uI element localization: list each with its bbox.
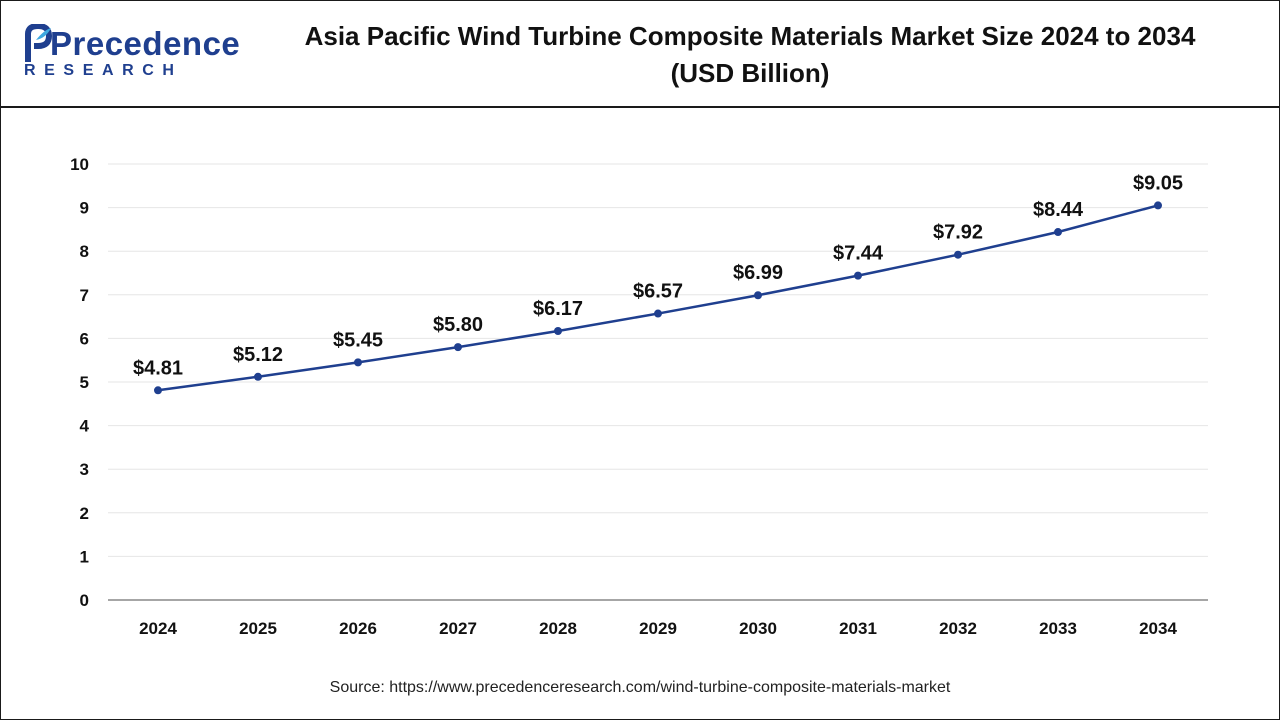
x-tick-label: 2028 bbox=[539, 619, 577, 638]
data-point bbox=[354, 358, 362, 367]
x-tick-label: 2031 bbox=[839, 619, 877, 638]
data-point bbox=[554, 326, 562, 335]
data-point bbox=[954, 250, 962, 259]
y-tick-label: 10 bbox=[70, 155, 89, 174]
y-tick-label: 5 bbox=[80, 373, 89, 392]
data-label: $7.92 bbox=[933, 222, 983, 244]
data-point bbox=[154, 386, 162, 395]
y-axis-ticks: 0 1 2 3 4 5 6 7 8 9 10 bbox=[70, 155, 89, 610]
brand-subtitle: RESEARCH bbox=[24, 62, 183, 79]
leaf-icon bbox=[25, 24, 52, 62]
source-note: Source: https://www.precedenceresearch.c… bbox=[329, 679, 951, 696]
data-point bbox=[754, 291, 762, 300]
data-point bbox=[1054, 228, 1062, 237]
y-tick-label: 7 bbox=[80, 286, 89, 305]
x-axis-ticks: 2024 2025 2026 2027 2028 2029 2030 2031 2032 2033… bbox=[139, 619, 1177, 638]
data-label: $5.45 bbox=[333, 329, 383, 351]
chart-title-line-1: Asia Pacific Wind Turbine Composite Mate… bbox=[304, 21, 1196, 51]
y-tick-label: 4 bbox=[80, 417, 90, 436]
x-tick-label: 2027 bbox=[439, 619, 477, 638]
line-chart: 0 1 2 3 4 5 6 7 8 9 10 2024 2025 2026 2027 2028 2029 203… bbox=[70, 155, 1208, 638]
grid-lines bbox=[108, 163, 1208, 601]
data-label: $5.80 bbox=[433, 314, 483, 336]
data-label: $8.44 bbox=[1033, 199, 1084, 221]
x-tick-label: 2025 bbox=[239, 619, 277, 638]
x-tick-label: 2030 bbox=[739, 619, 777, 638]
y-tick-label: 9 bbox=[80, 199, 89, 218]
data-label: $9.05 bbox=[1133, 172, 1183, 194]
y-tick-label: 1 bbox=[80, 547, 89, 566]
x-tick-label: 2032 bbox=[939, 619, 977, 638]
brand-name: Precedence bbox=[50, 25, 241, 62]
data-label: $7.44 bbox=[833, 243, 884, 265]
data-label: $5.12 bbox=[233, 344, 283, 366]
x-tick-label: 2033 bbox=[1039, 619, 1077, 638]
data-point bbox=[1154, 201, 1162, 210]
data-point bbox=[654, 309, 662, 318]
data-labels: $4.81 $5.12 $5.45 $5.80 $6.17 $6.57 $6.99 $7.44… bbox=[133, 172, 1183, 379]
brand-logo: Precedence RESEARCH bbox=[22, 22, 240, 84]
data-label: $4.81 bbox=[133, 357, 183, 379]
y-tick-label: 6 bbox=[80, 329, 89, 348]
data-point bbox=[254, 372, 262, 381]
x-tick-label: 2029 bbox=[639, 619, 677, 638]
y-tick-label: 3 bbox=[80, 460, 89, 479]
data-label: $6.57 bbox=[633, 281, 683, 303]
chart-title: Asia Pacific Wind Turbine Composite Mate… bbox=[250, 18, 1250, 92]
x-tick-label: 2034 bbox=[1139, 619, 1177, 638]
data-points bbox=[154, 201, 1162, 395]
x-tick-label: 2024 bbox=[139, 619, 177, 638]
data-label: $6.17 bbox=[533, 298, 583, 320]
y-tick-label: 0 bbox=[80, 591, 89, 610]
chart-title-line-2: (USD Billion) bbox=[670, 58, 830, 88]
x-tick-label: 2026 bbox=[339, 619, 377, 638]
y-tick-label: 2 bbox=[80, 504, 89, 523]
data-point bbox=[854, 271, 862, 280]
header: Precedence RESEARCH Asia Pacific Wind Tu… bbox=[0, 0, 1280, 108]
data-label: $6.99 bbox=[733, 262, 783, 284]
y-tick-label: 8 bbox=[80, 242, 89, 261]
data-point bbox=[454, 343, 462, 352]
